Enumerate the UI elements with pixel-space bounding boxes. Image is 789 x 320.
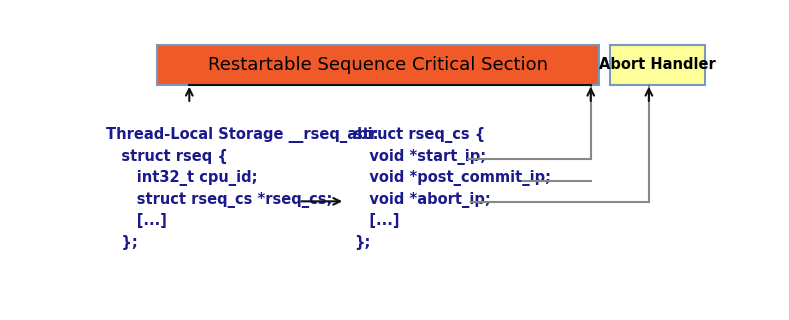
- Text: };: };: [354, 235, 371, 250]
- Text: void *post_commit_ip;: void *post_commit_ip;: [354, 170, 552, 186]
- Text: int32_t cpu_id;: int32_t cpu_id;: [107, 170, 258, 186]
- Text: Abort Handler: Abort Handler: [599, 57, 716, 72]
- Text: [...]: [...]: [354, 213, 400, 228]
- Text: void *start_ip;: void *start_ip;: [354, 148, 487, 164]
- Text: };: };: [107, 235, 138, 250]
- Bar: [610, 44, 705, 84]
- Text: struct rseq_cs *rseq_cs;: struct rseq_cs *rseq_cs;: [107, 192, 333, 208]
- Text: struct rseq_cs {: struct rseq_cs {: [354, 127, 485, 143]
- Text: void *abort_ip;: void *abort_ip;: [354, 192, 491, 208]
- Bar: [157, 44, 599, 84]
- Text: struct rseq {: struct rseq {: [107, 148, 228, 164]
- Text: Restartable Sequence Critical Section: Restartable Sequence Critical Section: [208, 56, 548, 74]
- Text: Thread-Local Storage __rseq_abi:: Thread-Local Storage __rseq_abi:: [107, 127, 379, 143]
- Text: [...]: [...]: [107, 213, 167, 228]
